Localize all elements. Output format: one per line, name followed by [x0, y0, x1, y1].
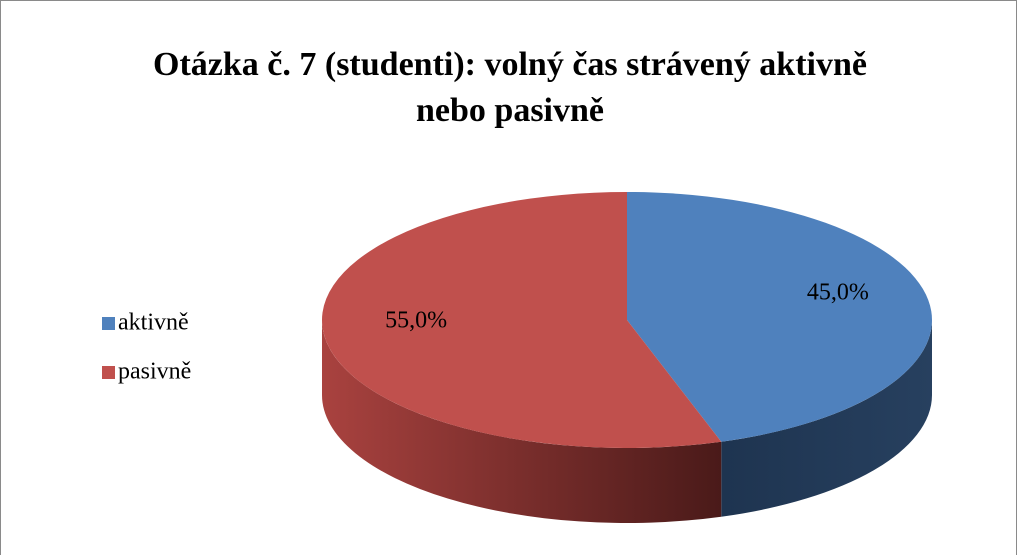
- pie-side: [721, 320, 932, 517]
- legend-label: pasivně: [118, 359, 191, 385]
- data-label: 55,0%: [385, 308, 447, 334]
- pie-side: [322, 320, 722, 523]
- legend-label: aktivně: [118, 310, 189, 336]
- data-label: 45,0%: [807, 279, 869, 305]
- legend-swatch: [102, 366, 115, 379]
- legend-swatch: [102, 317, 115, 330]
- chart-title: Otázka č. 7 (studenti): volný čas stráve…: [153, 46, 867, 129]
- pie-slice: [321, 192, 722, 448]
- pie-slice: [627, 192, 932, 442]
